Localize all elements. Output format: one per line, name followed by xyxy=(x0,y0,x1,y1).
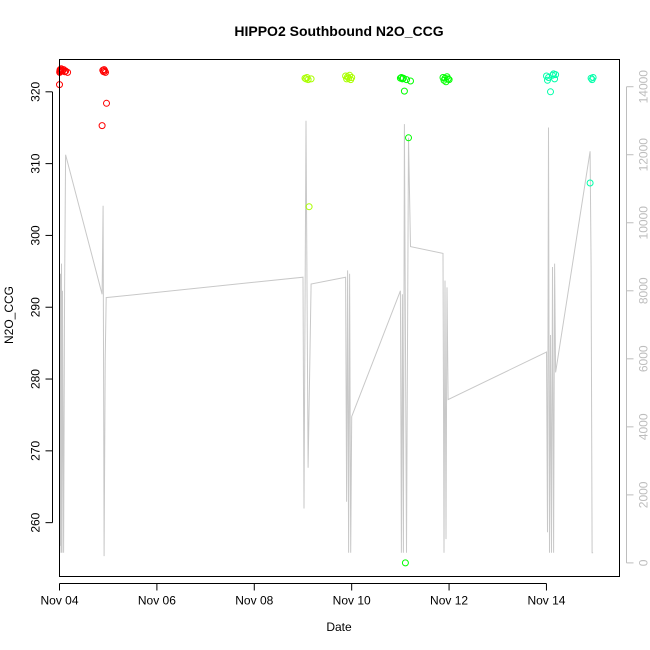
y-right-tick-label: 8000 xyxy=(637,277,650,304)
data-point xyxy=(304,76,312,84)
y-left-tick-label: 320 xyxy=(29,81,43,101)
y-right-tick-label: 10000 xyxy=(637,206,650,240)
axes-layer: Nov 04 Nov 06 Nov 08 Nov 10 Nov 12 Nov 14 260 2… xyxy=(29,70,650,608)
y-axis-label: N2O_CCG xyxy=(2,286,16,344)
data-point xyxy=(444,75,452,83)
series-3 xyxy=(396,73,453,567)
y-left-tick-label: 310 xyxy=(29,153,43,173)
chart-title: HIPPO2 Southbound N2O_CCG xyxy=(234,23,443,39)
data-point xyxy=(305,203,313,211)
x-tick-label: Nov 12 xyxy=(430,594,468,608)
altitude-trace-layer xyxy=(59,120,594,557)
data-point xyxy=(102,68,109,76)
y-right-tick-label: 4000 xyxy=(637,413,650,440)
data-point xyxy=(403,76,410,84)
y-right-tick-label: 14000 xyxy=(637,70,650,104)
altitude-trace-line xyxy=(59,120,594,557)
x-tick-label: Nov 10 xyxy=(333,594,371,608)
data-point xyxy=(441,74,449,82)
data-point xyxy=(103,99,110,107)
y-left-tick-label: 270 xyxy=(29,441,43,461)
y-left-tick-label: 280 xyxy=(29,369,43,389)
data-point xyxy=(551,75,559,83)
x-tick-label: Nov 06 xyxy=(138,594,176,608)
data-point xyxy=(552,71,560,79)
y-right-tick-label: 6000 xyxy=(637,345,650,372)
data-point xyxy=(398,75,406,83)
x-axis-label: Date xyxy=(326,620,352,634)
series-2 xyxy=(301,71,356,211)
y-right-tick-label: 0 xyxy=(637,559,650,566)
data-point xyxy=(62,67,70,75)
series-4 xyxy=(543,70,597,187)
x-tick-label: Nov 04 xyxy=(40,594,78,608)
x-tick-label: Nov 08 xyxy=(235,594,273,608)
plot-frame xyxy=(59,59,620,577)
data-point xyxy=(400,87,408,95)
data-point xyxy=(98,122,106,130)
y-left-tick-label: 260 xyxy=(29,512,43,532)
y-right-tick-label: 12000 xyxy=(637,138,650,172)
data-point xyxy=(405,134,412,142)
y-right-tick-label: 2000 xyxy=(637,481,650,508)
data-point xyxy=(586,179,594,187)
data-point xyxy=(401,559,409,567)
y-left-tick-label: 300 xyxy=(29,225,43,245)
data-point xyxy=(307,75,315,83)
data-point xyxy=(348,74,356,81)
data-point xyxy=(549,71,556,79)
data-point xyxy=(61,68,69,76)
x-tick-label: Nov 14 xyxy=(527,594,565,608)
data-point xyxy=(547,88,554,96)
data-point xyxy=(346,71,354,79)
data-point xyxy=(407,77,414,85)
data-point xyxy=(445,76,453,84)
data-point xyxy=(64,68,72,76)
data-point xyxy=(589,74,597,81)
y-left-tick-label: 290 xyxy=(29,297,43,317)
